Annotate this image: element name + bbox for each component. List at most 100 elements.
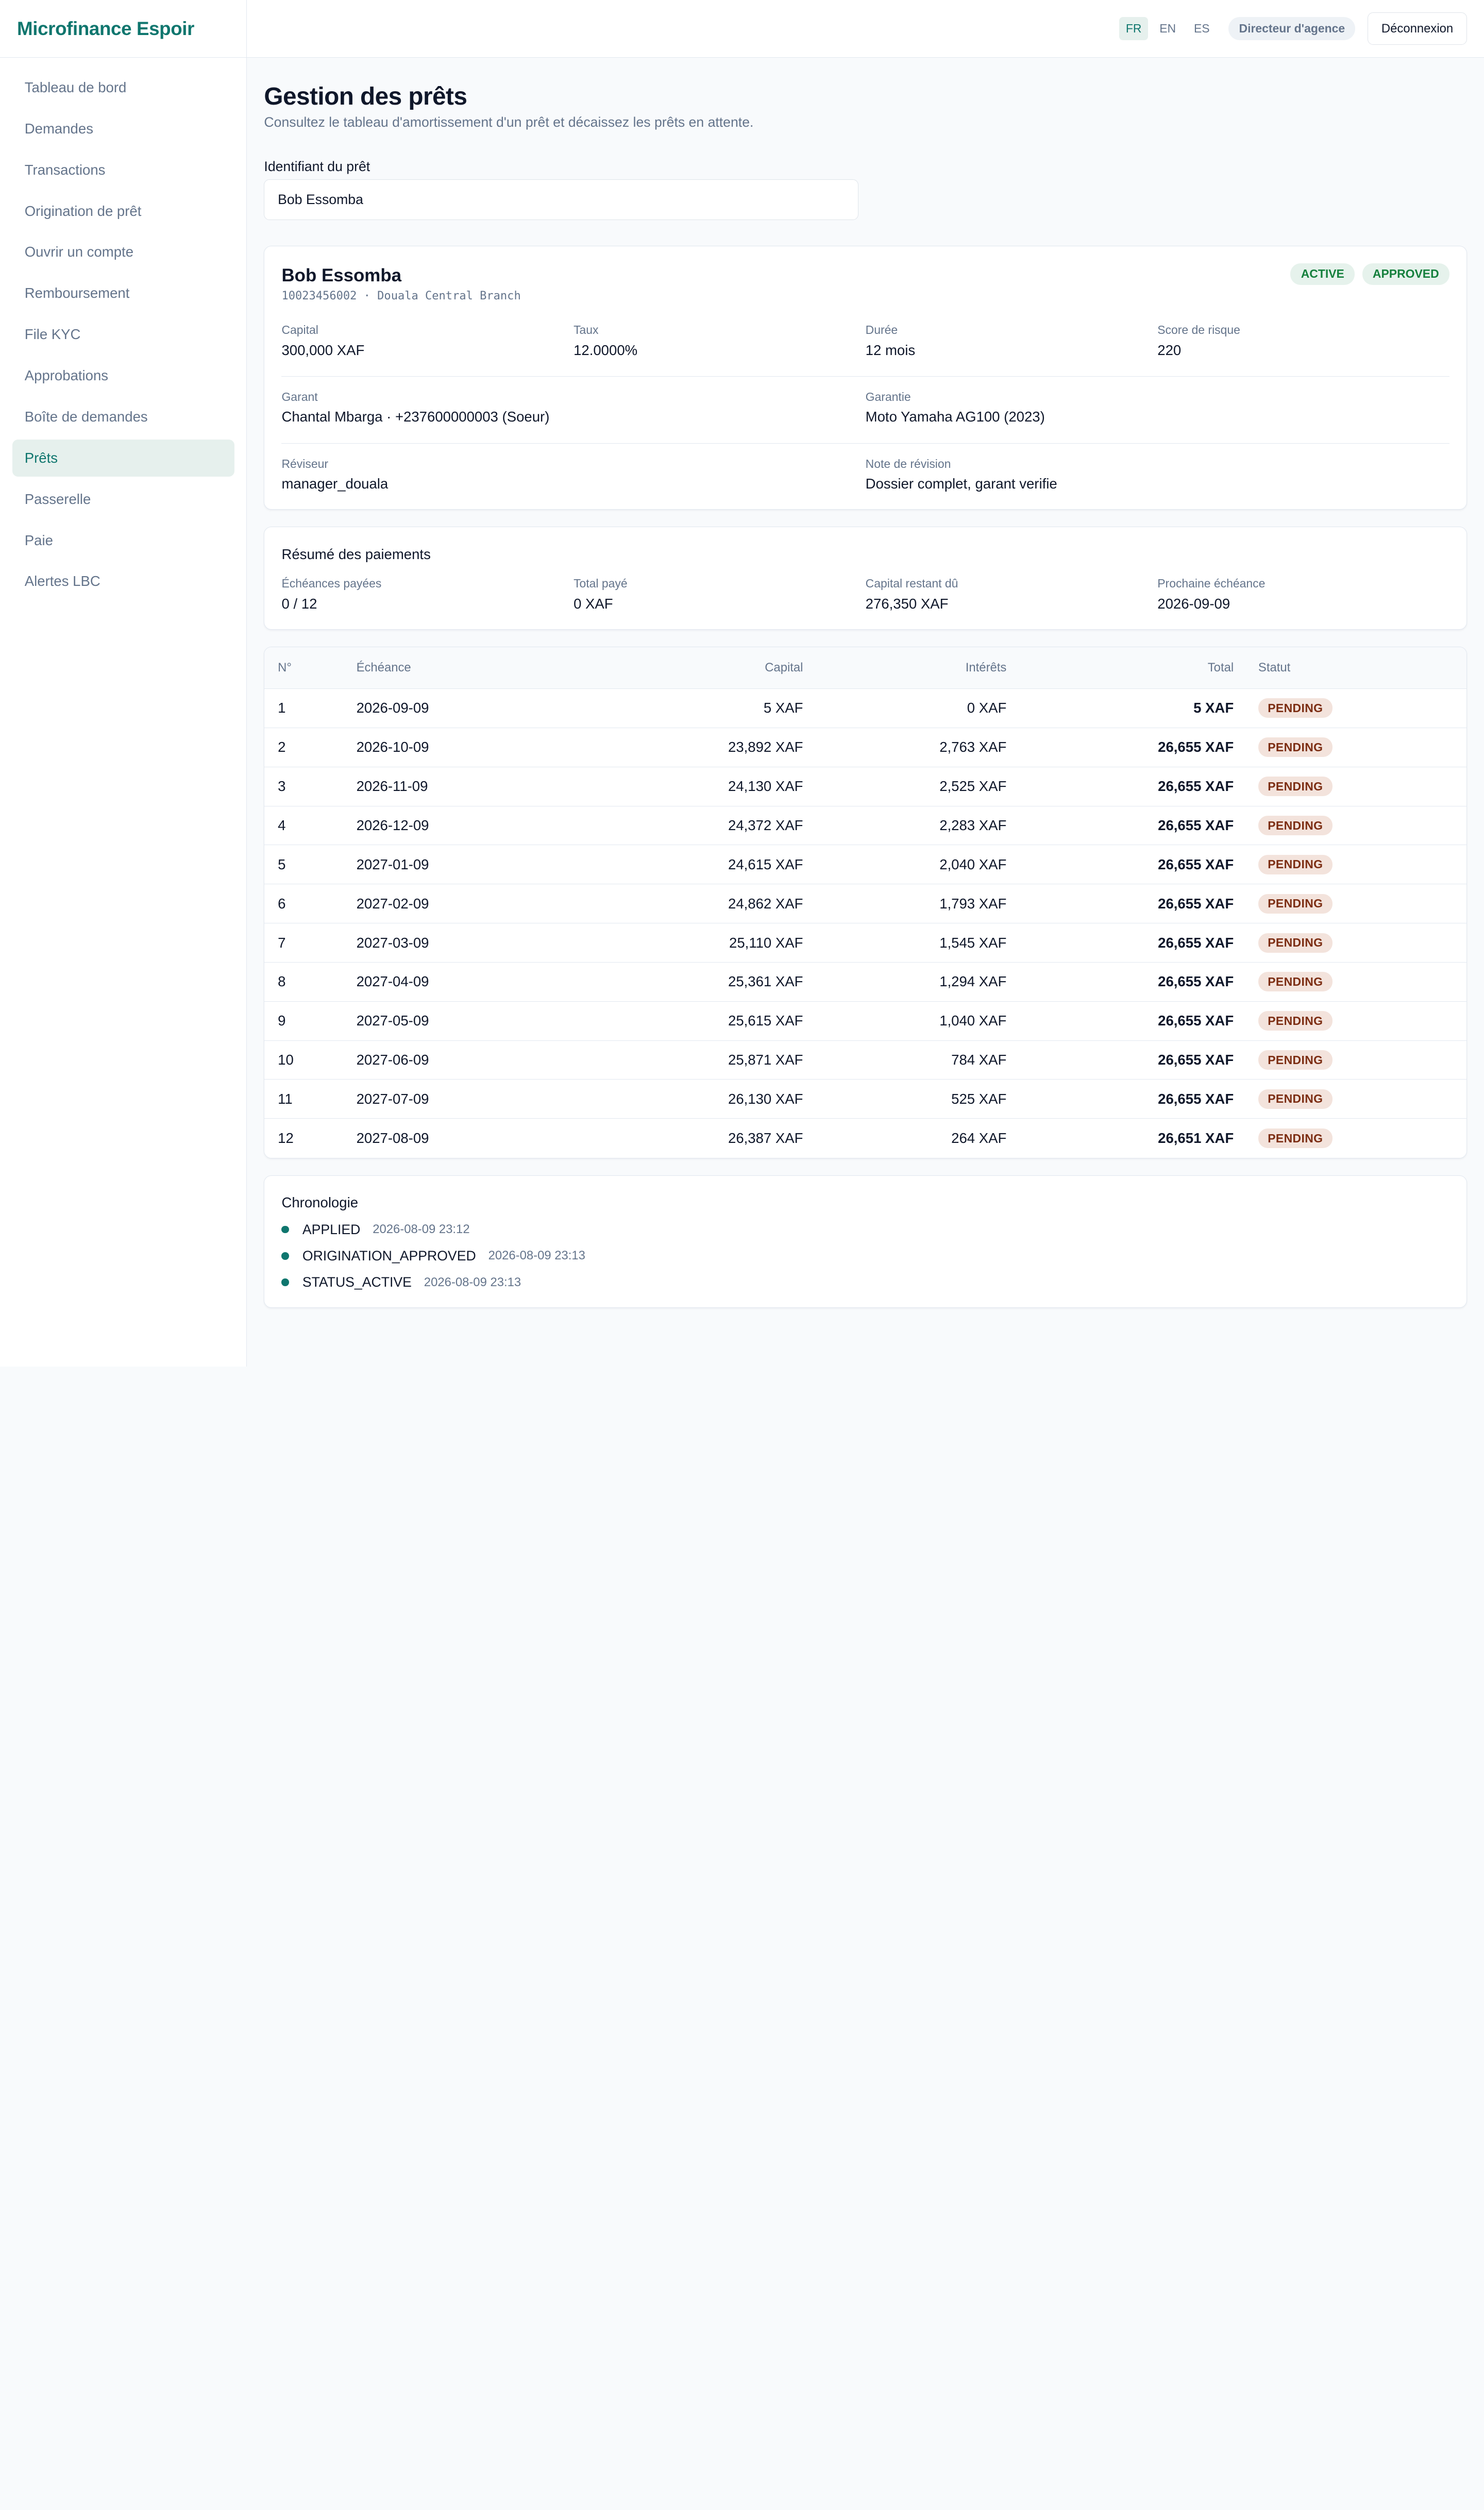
cell-due-date: 2027-02-09: [356, 884, 591, 923]
cell-capital: 24,615 XAF: [590, 845, 803, 884]
next-due-label: Prochaine échéance: [1157, 577, 1266, 591]
table-row[interactable]: 1 2026-09-09 5 XAF 0 XAF 5 XAF PENDING: [264, 688, 1466, 728]
table-row[interactable]: 9 2027-05-09 25,615 XAF 1,040 XAF 26,655 XAF…: [264, 1001, 1466, 1041]
cell-total: 26,655 XAF: [1006, 962, 1234, 1002]
reviewer-value: manager_douala: [281, 476, 389, 492]
language-es[interactable]: ES: [1193, 22, 1210, 36]
review-note-label: Note de révision: [865, 457, 951, 470]
cell-number: 4: [264, 805, 357, 845]
table-row[interactable]: 5 2027-01-09 24,615 XAF 2,040 XAF 26,655 XAF…: [264, 845, 1466, 884]
capital-label: Capital: [281, 323, 318, 337]
cell-status: PENDING: [1234, 1001, 1466, 1041]
guarantee-info: Garant Chantal Mbarga · +237600000003 (S…: [281, 377, 1449, 443]
cell-total: 26,655 XAF: [1006, 845, 1234, 884]
role-badge: Directeur d'agence: [1228, 16, 1356, 41]
sidebar-item-loan-origination[interactable]: Origination de prêt: [24, 203, 142, 219]
timeline-time: 2026-08-09 23:13: [488, 1249, 585, 1263]
table-body: 1 2026-09-09 5 XAF 0 XAF 5 XAF PENDING 2 2026-1…: [264, 688, 1466, 1158]
sidebar-item-loans[interactable]: Prêts: [12, 439, 234, 477]
status-badge-approved: APPROVED: [1362, 263, 1449, 285]
cell-capital: 24,372 XAF: [590, 805, 803, 845]
total-paid-label: Total payé: [574, 577, 628, 591]
loan-id-input[interactable]: [264, 179, 858, 221]
sidebar-item-transactions[interactable]: Transactions: [24, 161, 106, 178]
cell-status: PENDING: [1234, 727, 1466, 767]
table-row[interactable]: 7 2027-03-09 25,110 XAF 1,545 XAF 26,655 XAF…: [264, 923, 1466, 963]
logout-button[interactable]: Déconnexion: [1368, 12, 1467, 45]
sidebar-item-requests[interactable]: Demandes: [24, 120, 93, 137]
main-area: FR EN ES Directeur d'agence Déconnexion …: [247, 0, 1484, 1367]
installments-paid-field: Échéances payées 0 / 12: [281, 577, 574, 612]
amortization-table: N° Échéance Capital Intérêts Total Statu…: [264, 647, 1466, 1158]
review-info: Réviseur manager_douala Note de révision…: [281, 444, 1449, 492]
cell-capital: 5 XAF: [590, 688, 803, 728]
loan-account-branch: 10023456002 · Douala Central Branch: [281, 290, 521, 302]
total-paid-field: Total payé 0 XAF: [574, 577, 866, 612]
cell-due-date: 2027-03-09: [356, 923, 591, 963]
sidebar-item-aml-alerts[interactable]: Alertes LBC: [24, 573, 100, 589]
loan-badges: ACTIVE APPROVED: [1290, 263, 1449, 285]
cell-capital: 25,615 XAF: [590, 1001, 803, 1041]
status-badge: PENDING: [1258, 1089, 1333, 1109]
sidebar-item-request-inbox[interactable]: Boîte de demandes: [24, 408, 148, 425]
collateral-label: Garantie: [865, 390, 911, 404]
cell-number: 1: [264, 688, 357, 728]
brand-logo[interactable]: Microfinance Espoir: [0, 0, 247, 58]
table-row[interactable]: 3 2026-11-09 24,130 XAF 2,525 XAF 26,655 XAF…: [264, 766, 1466, 806]
guarantor-label: Garant: [281, 390, 318, 404]
timeline-time: 2026-08-09 23:12: [373, 1222, 470, 1237]
language-fr[interactable]: FR: [1119, 16, 1149, 41]
amortization-table-card: N° Échéance Capital Intérêts Total Statu…: [264, 646, 1467, 1158]
table-row[interactable]: 11 2027-07-09 26,130 XAF 525 XAF 26,655 XAF P…: [264, 1079, 1466, 1119]
cell-interest: 2,763 XAF: [803, 727, 1007, 767]
table-row[interactable]: 8 2027-04-09 25,361 XAF 1,294 XAF 26,655 XAF…: [264, 962, 1466, 1002]
timeline-event: ORIGINATION_APPROVED: [302, 1248, 476, 1264]
table-row[interactable]: 4 2026-12-09 24,372 XAF 2,283 XAF 26,655 XAF…: [264, 805, 1466, 845]
table-row[interactable]: 6 2027-02-09 24,862 XAF 1,793 XAF 26,655 XAF…: [264, 884, 1466, 923]
cell-interest: 525 XAF: [803, 1079, 1007, 1119]
risk-score-label: Score de risque: [1157, 323, 1240, 337]
language-en[interactable]: EN: [1159, 22, 1176, 36]
cell-interest: 1,040 XAF: [803, 1001, 1007, 1041]
rate-field: Taux 12.0000%: [574, 323, 866, 358]
cell-interest: 0 XAF: [803, 688, 1007, 728]
reviewer-field: Réviseur manager_douala: [281, 457, 865, 492]
installments-paid-label: Échéances payées: [281, 577, 382, 591]
column-header-capital: Capital: [765, 660, 803, 675]
collateral-value: Moto Yamaha AG100 (2023): [865, 409, 1045, 425]
sidebar-item-kyc-queue[interactable]: File KYC: [24, 326, 81, 343]
status-badge: PENDING: [1258, 1128, 1333, 1148]
cell-interest: 1,294 XAF: [803, 962, 1007, 1002]
cell-number: 6: [264, 884, 357, 923]
duration-label: Durée: [865, 323, 898, 337]
payment-summary-card: Résumé des paiements Échéances payées 0 …: [264, 527, 1467, 630]
page-title: Gestion des prêts: [264, 82, 467, 110]
cell-status: PENDING: [1234, 923, 1466, 963]
cell-capital: 24,862 XAF: [590, 884, 803, 923]
cell-interest: 264 XAF: [803, 1118, 1007, 1158]
table-row[interactable]: 12 2027-08-09 26,387 XAF 264 XAF 26,651 XAF P…: [264, 1118, 1466, 1158]
sidebar-item-repayment[interactable]: Remboursement: [24, 285, 130, 301]
sidebar-item-approvals[interactable]: Approbations: [24, 367, 109, 383]
timeline-event: STATUS_ACTIVE: [302, 1274, 412, 1290]
sidebar-item-open-account[interactable]: Ouvrir un compte: [24, 244, 134, 260]
cell-interest: 2,525 XAF: [803, 766, 1007, 806]
sidebar-item-dashboard[interactable]: Tableau de bord: [24, 79, 127, 95]
cell-status: PENDING: [1234, 688, 1466, 728]
cell-status: PENDING: [1234, 805, 1466, 845]
status-badge: PENDING: [1258, 777, 1333, 797]
timeline-dot-icon: [281, 1225, 290, 1234]
table-row[interactable]: 10 2027-06-09 25,871 XAF 784 XAF 26,655 XAF P…: [264, 1040, 1466, 1080]
sidebar-item-payroll[interactable]: Paie: [24, 532, 53, 548]
cell-number: 10: [264, 1040, 357, 1080]
cell-total: 26,655 XAF: [1006, 923, 1234, 963]
table-row[interactable]: 2 2026-10-09 23,892 XAF 2,763 XAF 26,655 XAF…: [264, 727, 1466, 767]
cell-capital: 25,871 XAF: [590, 1040, 803, 1080]
cell-number: 9: [264, 1001, 357, 1041]
cell-capital: 25,110 XAF: [590, 923, 803, 963]
risk-score-value: 220: [1157, 342, 1182, 358]
sidebar-item-gateway[interactable]: Passerelle: [24, 491, 91, 507]
topbar: FR EN ES Directeur d'agence Déconnexion: [247, 0, 1484, 58]
borrower-name: Bob Essomba: [281, 265, 402, 285]
cell-capital: 23,892 XAF: [590, 727, 803, 767]
